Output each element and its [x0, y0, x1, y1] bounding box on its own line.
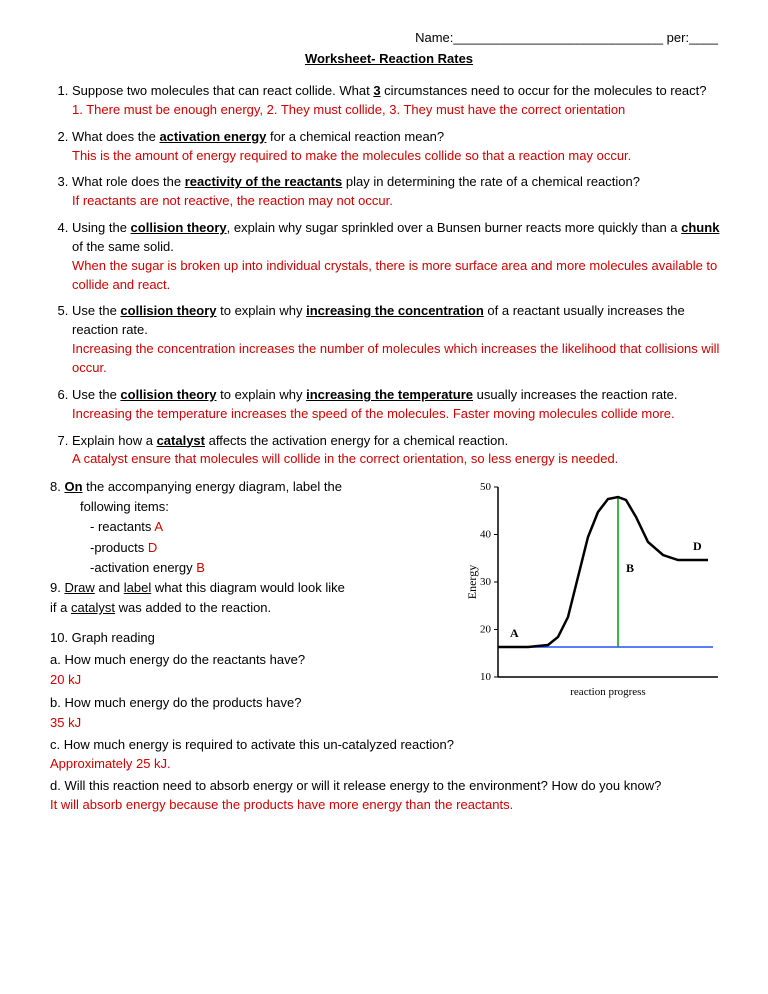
q10b-q: b. How much energy do the products have? — [50, 693, 460, 713]
q9-draw: Draw — [64, 580, 94, 595]
q9-cat: catalyst — [71, 600, 115, 615]
q1-answer: 1. There must be enough energy, 2. They … — [72, 102, 625, 117]
q5-text-a: Use the — [72, 303, 120, 318]
left-column: 8. On the accompanying energy diagram, l… — [50, 477, 468, 733]
q1-text-a: Suppose two molecules that can react col… — [72, 83, 373, 98]
question-1: Suppose two molecules that can react col… — [72, 82, 728, 120]
q9-label: label — [124, 580, 151, 595]
q10-continued: c. How much energy is required to activa… — [50, 735, 728, 815]
q10b-ans: 35 kJ — [50, 713, 460, 733]
q10a-q: a. How much energy do the reactants have… — [50, 650, 460, 670]
q6-answer: Increasing the temperature increases the… — [72, 406, 675, 421]
q2-text-a: What does the — [72, 129, 159, 144]
svg-text:reaction progress: reaction progress — [570, 686, 645, 698]
q10a-ans: 20 kJ — [50, 670, 460, 690]
svg-text:B: B — [626, 561, 634, 575]
q8-item2-a: -products — [90, 540, 148, 555]
q8-lead-b: the accompanying energy diagram, label t… — [83, 479, 342, 494]
q9-num: 9. — [50, 580, 64, 595]
q10c-ans: Approximately 25 kJ. — [50, 754, 728, 774]
svg-text:D: D — [693, 539, 702, 553]
question-7: Explain how a catalyst affects the activ… — [72, 432, 728, 470]
energy-diagram: 10 20 30 40 50 Energy reaction progress A B D — [468, 477, 728, 702]
question-8: 8. On the accompanying energy diagram, l… — [50, 477, 460, 497]
q7-term: catalyst — [157, 433, 205, 448]
q10c-q: c. How much energy is required to activa… — [50, 735, 728, 755]
question-5: Use the collision theory to explain why … — [72, 302, 728, 377]
question-9: 9. Draw and label what this diagram woul… — [50, 578, 460, 598]
question-3: What role does the reactivity of the rea… — [72, 173, 728, 211]
q6-text-b: to explain why — [217, 387, 307, 402]
q2-answer: This is the amount of energy required to… — [72, 148, 631, 163]
q4-answer: When the sugar is broken up into individ… — [72, 258, 717, 292]
svg-text:50: 50 — [480, 481, 492, 493]
per-blank: ____ — [689, 30, 718, 45]
chart-column: 10 20 30 40 50 Energy reaction progress A B D — [468, 477, 728, 702]
worksheet-title: Worksheet- Reaction Rates — [50, 51, 728, 66]
q8-item2: -products D — [50, 538, 460, 558]
q3-text-a: What role does the — [72, 174, 185, 189]
q7-text-b: affects the activation energy for a chem… — [205, 433, 508, 448]
q4-term2: chunk — [681, 220, 719, 235]
q8-line2: following items: — [50, 497, 460, 517]
svg-text:40: 40 — [480, 529, 492, 541]
spacer — [50, 618, 460, 628]
svg-text:10: 10 — [480, 671, 492, 683]
q8-num: 8. — [50, 479, 64, 494]
svg-text:A: A — [510, 626, 519, 640]
q6-text-c: usually increases the reaction rate. — [473, 387, 678, 402]
svg-text:Energy: Energy — [468, 565, 479, 599]
q9-line2: if a catalyst was added to the reaction. — [50, 598, 460, 618]
q8-on: On — [64, 479, 82, 494]
q8-item1: - reactants A — [50, 517, 460, 537]
q9-e: was added to the reaction. — [115, 600, 271, 615]
q7-answer: A catalyst ensure that molecules will co… — [72, 451, 618, 466]
q8-item1-a: - reactants — [90, 519, 154, 534]
q10d-q: d. Will this reaction need to absorb ene… — [50, 776, 728, 796]
question-10-lead: 10. Graph reading — [50, 628, 460, 648]
name-label: Name: — [415, 30, 453, 45]
q5-text-b: to explain why — [217, 303, 307, 318]
q9-c: what this diagram would look like — [151, 580, 345, 595]
q5-term2: increasing the concentration — [306, 303, 484, 318]
question-list: Suppose two molecules that can react col… — [50, 82, 728, 469]
q4-text-c: of the same solid. — [72, 239, 174, 254]
q6-term2: increasing the temperature — [306, 387, 473, 402]
q3-term: reactivity of the reactants — [185, 174, 343, 189]
q1-text-b: circumstances need to occur for the mole… — [381, 83, 707, 98]
q8-q10-row: 8. On the accompanying energy diagram, l… — [50, 477, 728, 733]
q6-text-a: Use the — [72, 387, 120, 402]
q2-text-b: for a chemical reaction mean? — [266, 129, 444, 144]
svg-text:30: 30 — [480, 576, 492, 588]
q8-item3: -activation energy B — [50, 558, 460, 578]
q9-d: if a — [50, 600, 71, 615]
q8-item2-b: D — [148, 540, 157, 555]
q9-b: and — [95, 580, 124, 595]
header-line: Name:_____________________________ per:_… — [50, 30, 728, 45]
q8-item3-b: B — [196, 560, 205, 575]
q3-answer: If reactants are not reactive, the react… — [72, 193, 393, 208]
q8-item1-b: A — [154, 519, 163, 534]
q6-term1: collision theory — [120, 387, 216, 402]
question-2: What does the activation energy for a ch… — [72, 128, 728, 166]
q2-term: activation energy — [159, 129, 266, 144]
q4-text-a: Using the — [72, 220, 131, 235]
q10d-ans: It will absorb energy because the produc… — [50, 795, 728, 815]
question-6: Use the collision theory to explain why … — [72, 386, 728, 424]
q7-text-a: Explain how a — [72, 433, 157, 448]
per-label: per: — [667, 30, 689, 45]
q1-three: 3 — [373, 83, 380, 98]
name-blank: _____________________________ — [453, 30, 663, 45]
q4-text-b: , explain why sugar sprinkled over a Bun… — [227, 220, 682, 235]
q5-term1: collision theory — [120, 303, 216, 318]
q3-text-b: play in determining the rate of a chemic… — [342, 174, 640, 189]
q4-term1: collision theory — [131, 220, 227, 235]
worksheet-page: Name:_____________________________ per:_… — [0, 0, 768, 845]
q5-answer: Increasing the concentration increases t… — [72, 341, 719, 375]
question-4: Using the collision theory, explain why … — [72, 219, 728, 294]
q8-item3-a: -activation energy — [90, 560, 196, 575]
svg-text:20: 20 — [480, 624, 492, 636]
